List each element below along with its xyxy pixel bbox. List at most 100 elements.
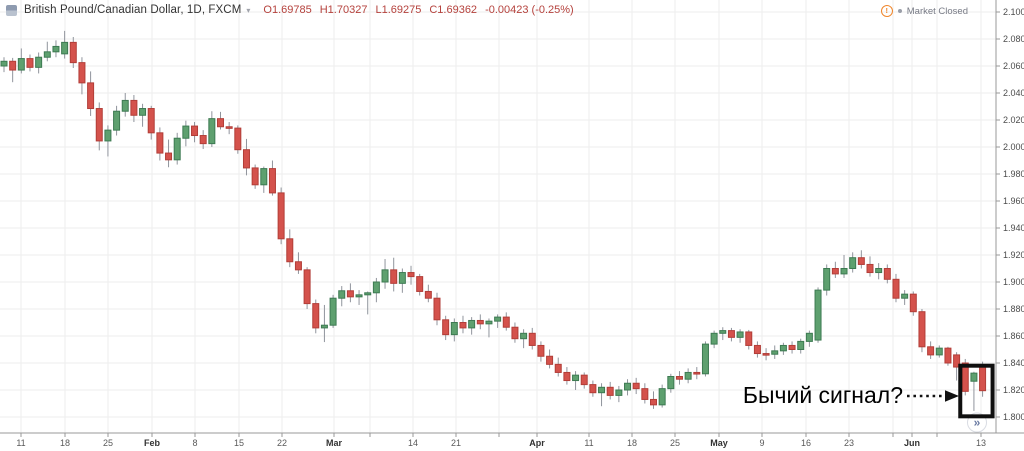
candle <box>87 71 95 116</box>
candle <box>909 291 917 316</box>
candle <box>771 345 779 359</box>
time-tick-label: 16 <box>801 438 811 448</box>
symbol-title[interactable]: British Pound/Canadian Dollar, 1D, FXCM <box>24 4 242 16</box>
candle <box>242 138 250 176</box>
time-tick-label: 25 <box>670 438 680 448</box>
candle <box>537 341 545 362</box>
time-tick-label: 11 <box>16 438 25 448</box>
candle <box>684 368 692 384</box>
candle <box>927 341 935 359</box>
candle <box>883 264 891 284</box>
candle <box>857 250 865 269</box>
time-axis[interactable]: 11 18 25 Feb 8 15 22 Mar 14 21 Apr 11 18 25 May 9 16 23 Ju… <box>16 433 986 448</box>
candle <box>546 349 554 369</box>
candle <box>398 268 406 293</box>
candle <box>217 111 224 130</box>
candle <box>788 341 796 354</box>
time-tick-label: 18 <box>627 438 637 448</box>
price-tick-label: 1.80000 <box>1003 412 1024 422</box>
candle <box>208 111 216 147</box>
candle <box>260 166 268 193</box>
time-tick-label: Feb <box>144 438 161 448</box>
candle <box>35 52 43 74</box>
highlight-box[interactable] <box>958 363 995 419</box>
price-tick-label: 2.08000 <box>1003 34 1024 44</box>
price-tick-label: 2.04000 <box>1003 88 1024 98</box>
candle <box>667 373 675 393</box>
candle <box>805 330 813 347</box>
ohlc-values: O1.69785 H1.70327 L1.69275 C1.69362 -0.0… <box>263 4 573 16</box>
grid <box>0 0 996 433</box>
candle <box>277 187 285 245</box>
candle <box>381 259 389 289</box>
candle <box>17 48 25 74</box>
candle <box>147 105 155 140</box>
status-dot-icon <box>897 9 902 13</box>
market-closed-icon[interactable]: ! <box>880 5 893 17</box>
candle <box>779 342 787 355</box>
candle <box>355 290 363 305</box>
candle <box>234 125 242 154</box>
candle <box>745 329 753 350</box>
candle <box>182 120 190 147</box>
price-tick-label: 1.84000 <box>1003 358 1024 368</box>
candle <box>0 57 8 73</box>
candle <box>511 322 519 343</box>
chevron-down-icon[interactable]: ▾ <box>246 5 251 15</box>
candle <box>624 379 632 396</box>
candle <box>650 391 657 409</box>
candle <box>658 384 666 408</box>
candle <box>823 264 831 296</box>
candle <box>875 263 883 280</box>
candle <box>95 102 103 151</box>
price-axis[interactable]: 2.10000 2.08000 2.06000 2.04000 2.02000 2.000… <box>996 7 1024 422</box>
market-status-label: Market Closed <box>906 5 968 17</box>
candle <box>840 255 848 278</box>
candle <box>606 381 614 400</box>
candle <box>762 348 770 361</box>
candle <box>43 41 51 62</box>
candle <box>554 357 562 377</box>
candle <box>528 327 536 350</box>
candle <box>866 256 874 277</box>
candle <box>918 309 926 353</box>
candle <box>450 318 458 342</box>
candle <box>199 130 207 150</box>
candle <box>156 127 164 161</box>
price-tick-label: 1.98000 <box>1003 169 1024 179</box>
candle <box>693 367 701 380</box>
candle <box>753 341 761 358</box>
annotation-text[interactable]: Бычий сигнал? <box>742 382 903 408</box>
price-tick-label: 1.96000 <box>1003 196 1024 206</box>
candle <box>104 125 112 157</box>
candle <box>52 40 60 58</box>
annotation-arrow[interactable] <box>907 390 959 402</box>
time-tick-label: Jun <box>904 438 920 448</box>
candle <box>572 371 580 390</box>
candle <box>303 267 311 309</box>
candle <box>797 338 805 354</box>
price-tick-label: 1.92000 <box>1003 250 1024 260</box>
candle <box>130 95 138 123</box>
candle <box>338 286 346 307</box>
candle <box>268 160 276 196</box>
candle <box>9 57 17 83</box>
candle <box>892 273 900 303</box>
candle <box>173 132 181 165</box>
time-tick-label: 11 <box>584 438 593 448</box>
time-tick-label: 22 <box>277 438 287 448</box>
time-tick-label: 21 <box>451 438 461 448</box>
candle <box>286 229 294 268</box>
candle <box>78 57 86 95</box>
ohlc-close: C1.69362 <box>429 4 478 16</box>
candle <box>113 105 121 136</box>
price-tick-label: 2.00000 <box>1003 142 1024 152</box>
candle <box>407 265 415 285</box>
candle <box>563 367 571 385</box>
chart-legend: British Pound/Canadian Dollar, 1D, FXCM … <box>6 4 574 16</box>
candle <box>191 122 199 143</box>
price-tick-label: 1.86000 <box>1003 331 1024 341</box>
symbol-flag-icon <box>6 4 17 16</box>
